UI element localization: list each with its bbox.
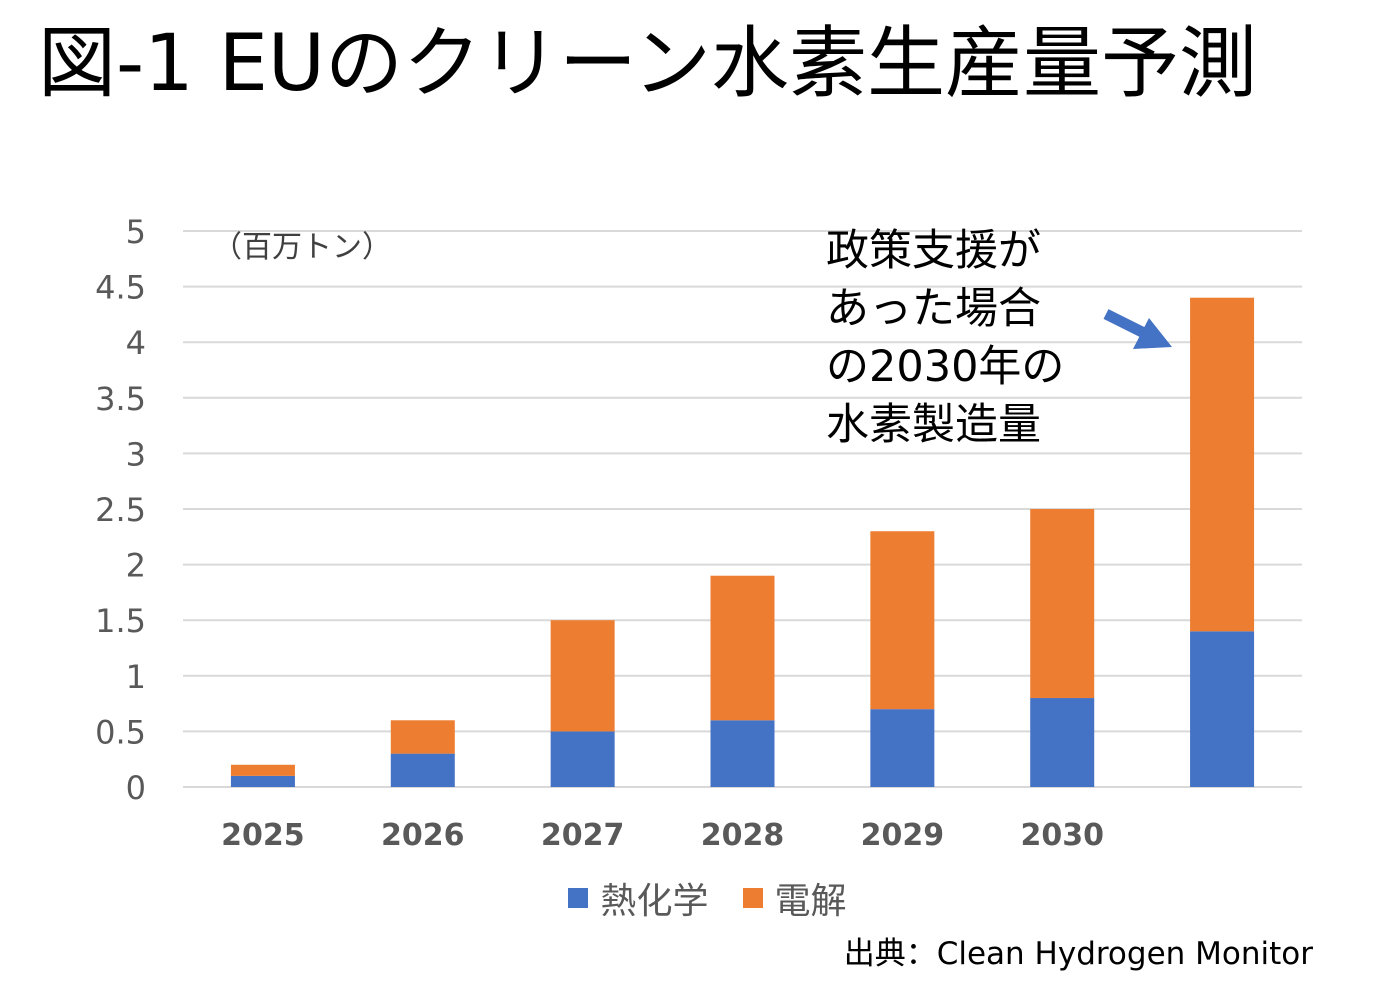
- annotation-line: あった場合: [826, 284, 1041, 334]
- y-tick-label: 2: [126, 547, 146, 585]
- legend-item-electrolysis: 電解: [742, 872, 847, 924]
- legend-item-thermochemical: 熱化学: [568, 872, 709, 924]
- x-tick-label: 2028: [701, 818, 785, 853]
- annotation-text: 政策支援が あった場合 の2030年の 水素製造量: [826, 222, 1064, 454]
- legend-swatch-orange: [742, 888, 763, 908]
- bar-segment: [390, 753, 455, 787]
- x-tick-label: 2029: [861, 818, 945, 853]
- annotation-arrow: [1103, 309, 1172, 349]
- y-tick-label: 4.5: [95, 269, 146, 307]
- legend-label: 電解: [774, 881, 847, 922]
- y-tick-label: 2.5: [95, 491, 146, 529]
- unit-label: （百万トン）: [212, 230, 392, 265]
- chart-title: 図-1 EUのクリーン水素生産量予測: [38, 19, 1258, 109]
- y-tick-label: 4: [126, 324, 146, 362]
- y-tick-label: 1.5: [95, 602, 146, 640]
- arrow-shaft: [1103, 309, 1149, 339]
- y-tick-label: 0.5: [95, 713, 146, 751]
- x-tick-label: 2026: [381, 818, 465, 853]
- y-tick-label: 3: [126, 435, 146, 473]
- bar-segment: [230, 775, 295, 787]
- bar-segment: [230, 764, 295, 776]
- bars: [230, 297, 1255, 787]
- x-axis-ticks: 2025 2026 2027 2028 2029 2030: [221, 818, 1104, 853]
- bar-segment: [550, 731, 615, 787]
- bar-segment: [870, 709, 935, 787]
- bar-segment: [1030, 509, 1095, 699]
- y-tick-label: 1: [126, 658, 146, 696]
- bar-segment: [710, 575, 775, 721]
- annotation-line: の2030年の: [826, 342, 1065, 392]
- arrow-head: [1133, 318, 1172, 349]
- legend: 熱化学 電解: [0, 872, 1375, 924]
- bar-segment: [870, 531, 935, 710]
- bar-segment: [710, 720, 775, 787]
- annotation-line: 水素製造量: [826, 400, 1041, 450]
- bar-segment: [550, 620, 615, 732]
- bar-segment: [1190, 297, 1255, 632]
- x-tick-label: 2027: [541, 818, 625, 853]
- x-tick-label: 2030: [1020, 818, 1104, 853]
- legend-swatch-blue: [568, 888, 589, 908]
- legend-label: 熱化学: [600, 881, 709, 922]
- y-tick-label: 0: [126, 769, 146, 807]
- bar-segment: [390, 720, 455, 754]
- annotation-line: 政策支援が: [826, 226, 1041, 276]
- y-tick-label: 5: [126, 213, 146, 251]
- bar-segment: [1190, 631, 1255, 787]
- source-credit: 出典：Clean Hydrogen Monitor: [843, 936, 1313, 972]
- y-tick-label: 3.5: [95, 380, 146, 418]
- y-axis-ticks: 0 0.5 1 1.5 2 2.5 3 3.5 4 4.5 5: [95, 213, 146, 807]
- bar-segment: [1030, 698, 1095, 787]
- x-tick-label: 2025: [221, 818, 305, 853]
